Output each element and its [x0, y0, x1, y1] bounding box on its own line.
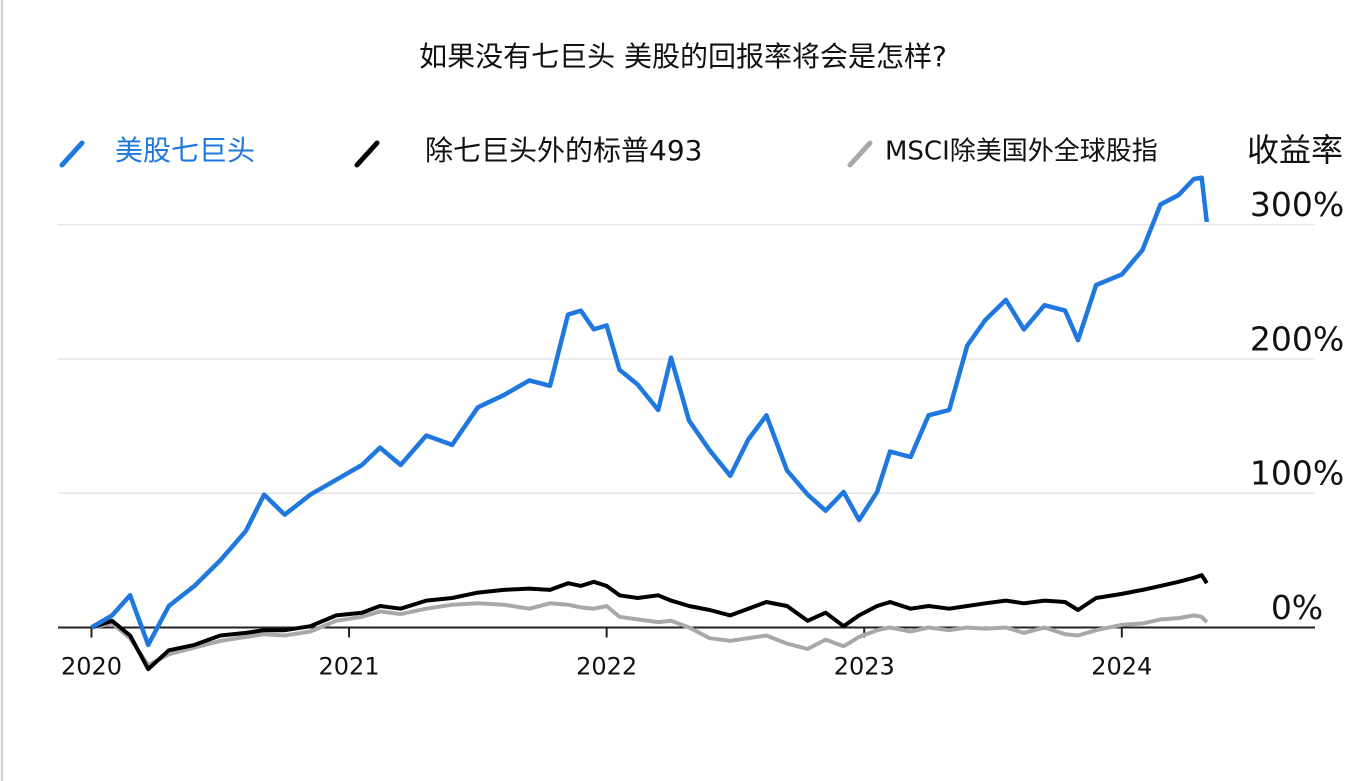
x-tick-label: 2021 — [319, 652, 380, 680]
chart-title: 如果没有七巨头 美股的回报率将会是怎样? — [419, 40, 947, 73]
series-line — [90, 175, 1210, 648]
y-tick-label: 100% — [1250, 454, 1344, 493]
x-tick-label: 2023 — [834, 652, 895, 680]
series-line — [90, 573, 1209, 672]
legend-swatch — [354, 140, 380, 168]
legend-label: MSCI除美国外全球股指 — [885, 137, 1158, 167]
series-line — [91, 601, 1209, 668]
legend-label: 美股七巨头 — [115, 134, 255, 167]
y-tick-label: 200% — [1250, 319, 1344, 358]
legend-label: 除七巨头外的标普493 — [425, 134, 702, 167]
y-tick-label: 0% — [1271, 588, 1323, 627]
legend-swatch — [59, 140, 85, 168]
x-tick-label: 2020 — [61, 652, 122, 680]
y-tick-label: 300% — [1250, 185, 1344, 224]
legend-swatch — [847, 140, 873, 168]
y-axis-title: 收益率 — [1247, 131, 1343, 169]
x-tick-label: 2024 — [1091, 652, 1152, 680]
x-tick-label: 2022 — [576, 652, 637, 680]
